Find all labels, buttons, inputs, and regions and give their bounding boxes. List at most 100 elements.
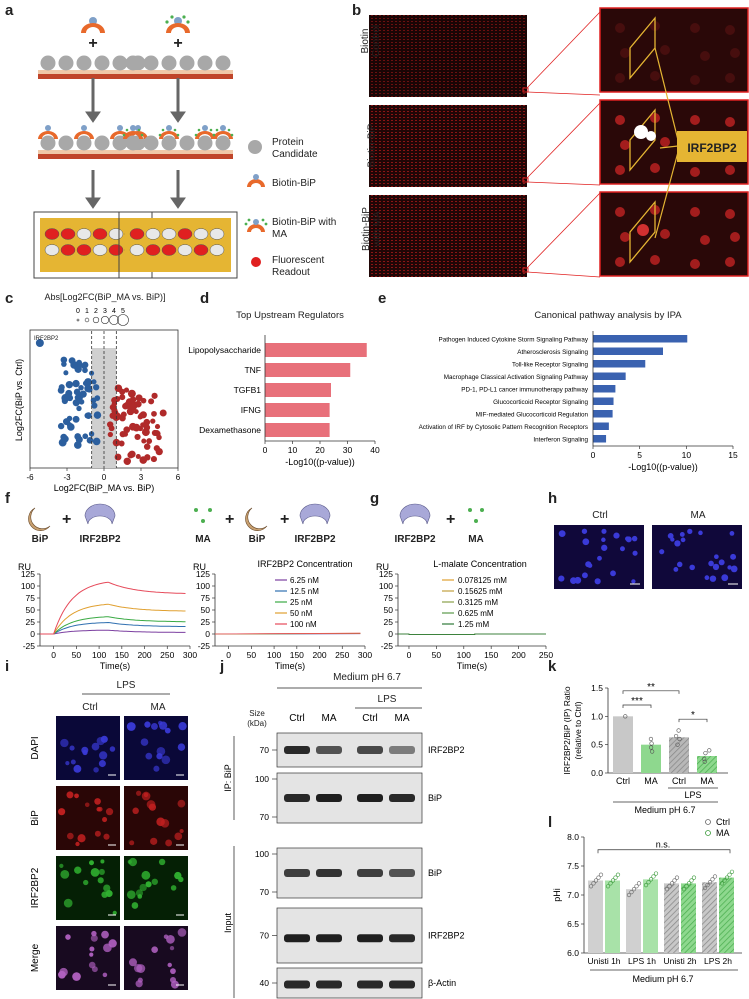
cell bbox=[144, 721, 150, 727]
blot-label: β-Actin bbox=[428, 978, 456, 988]
if-image bbox=[56, 786, 120, 850]
y-tick: 50 bbox=[26, 605, 36, 615]
x-tick: 6 bbox=[176, 473, 181, 482]
point-down bbox=[91, 402, 97, 408]
svg-text:(kDa): (kDa) bbox=[247, 719, 267, 728]
data-point bbox=[649, 737, 653, 741]
protein-candidate bbox=[216, 56, 231, 71]
data-point bbox=[713, 875, 717, 879]
nucleus bbox=[595, 578, 601, 584]
bar bbox=[265, 363, 350, 377]
cell bbox=[178, 928, 187, 937]
protein-candidate bbox=[77, 136, 92, 151]
readout-spot bbox=[109, 229, 123, 240]
nucleus bbox=[558, 575, 564, 581]
bar-label: Atherosclerosis Signaling bbox=[517, 349, 588, 356]
y-axis-label: RU bbox=[193, 562, 206, 572]
cell bbox=[129, 958, 137, 966]
x-tick: 10 bbox=[288, 445, 298, 455]
cell bbox=[170, 968, 176, 974]
nucleus bbox=[721, 574, 728, 581]
legend-title: L-malate Concentration bbox=[433, 559, 527, 569]
cell bbox=[72, 972, 81, 981]
input-label: Input bbox=[223, 912, 233, 933]
protein-candidate bbox=[95, 56, 110, 71]
legend-protein-candidate: Protein Candidate bbox=[272, 137, 342, 161]
legend-fluorescent-readout: Fluorescent Readout bbox=[272, 255, 342, 279]
point-down bbox=[61, 361, 67, 367]
nucleus bbox=[659, 549, 664, 554]
legend-label: 0.3125 mM bbox=[458, 598, 498, 607]
nucleus bbox=[674, 540, 680, 546]
protein-candidate bbox=[162, 136, 177, 151]
readout-spot bbox=[77, 229, 91, 240]
point-up bbox=[115, 384, 123, 392]
protein-candidate bbox=[59, 136, 74, 151]
cell bbox=[145, 753, 152, 760]
point-down bbox=[74, 389, 81, 396]
legend-label: 50 nM bbox=[290, 609, 313, 618]
nucleus bbox=[710, 575, 716, 581]
cell bbox=[164, 934, 168, 938]
ma-dot bbox=[162, 129, 165, 132]
cell bbox=[99, 751, 107, 759]
point-up bbox=[107, 421, 113, 427]
protein-candidate bbox=[180, 56, 195, 71]
ma-dot bbox=[174, 129, 177, 132]
cell bbox=[171, 885, 177, 891]
y-tick: 75 bbox=[201, 593, 211, 603]
cell bbox=[132, 902, 139, 909]
biotin-bip-ma-icon bbox=[165, 15, 190, 33]
point-up bbox=[129, 423, 137, 431]
cell bbox=[170, 946, 174, 950]
if-image bbox=[124, 926, 188, 990]
cell bbox=[159, 859, 165, 865]
bar bbox=[626, 889, 641, 953]
svg-text:+: + bbox=[173, 35, 182, 52]
readout-spot bbox=[45, 229, 59, 240]
y-axis-label: Log2FC(BiP vs. Ctrl) bbox=[14, 359, 24, 441]
size-tick: 0 bbox=[76, 308, 80, 315]
bar bbox=[605, 881, 620, 954]
size-marker: 70 bbox=[260, 887, 270, 897]
blot-band bbox=[389, 934, 415, 942]
cell bbox=[95, 831, 101, 837]
panel-d-title: Top Upstream Regulators bbox=[236, 310, 344, 321]
row-label: Merge bbox=[30, 943, 41, 972]
cell bbox=[103, 834, 109, 840]
bar bbox=[588, 881, 603, 954]
nucleus bbox=[730, 554, 736, 560]
point-down bbox=[93, 384, 99, 390]
point-down bbox=[87, 437, 94, 444]
y-tick: -25 bbox=[381, 641, 394, 651]
cell bbox=[66, 791, 73, 798]
readout-spot bbox=[61, 245, 75, 256]
size-tick: 4 bbox=[112, 308, 116, 315]
cell bbox=[75, 842, 79, 846]
point-up bbox=[156, 448, 163, 455]
readout-spot bbox=[45, 245, 59, 256]
y-tick: 25 bbox=[201, 617, 211, 627]
plate-base bbox=[123, 154, 233, 159]
point-down bbox=[91, 379, 96, 384]
cell bbox=[103, 943, 112, 952]
lane-label: MA bbox=[322, 713, 337, 724]
panel-b-protein-array: IRF2BP2 bbox=[355, 0, 749, 290]
protein-candidate bbox=[41, 56, 56, 71]
bar bbox=[593, 410, 613, 418]
cell bbox=[129, 840, 134, 845]
bar-label: PD-1, PD-L1 cancer immunotherapy pathway bbox=[461, 386, 589, 393]
cell bbox=[156, 818, 165, 827]
bar-label: Glucocorticoid Receptor Signaling bbox=[493, 399, 588, 406]
size-tick: 1 bbox=[85, 308, 89, 315]
nucleus bbox=[708, 561, 714, 567]
point-down bbox=[93, 438, 101, 446]
y-tick: 7.0 bbox=[567, 890, 579, 900]
ma-dot bbox=[216, 129, 219, 132]
cell bbox=[64, 899, 73, 908]
bar bbox=[702, 882, 717, 953]
bar bbox=[593, 373, 626, 381]
blot-band bbox=[389, 746, 415, 754]
cell bbox=[65, 761, 69, 765]
protein-candidate bbox=[180, 136, 195, 151]
